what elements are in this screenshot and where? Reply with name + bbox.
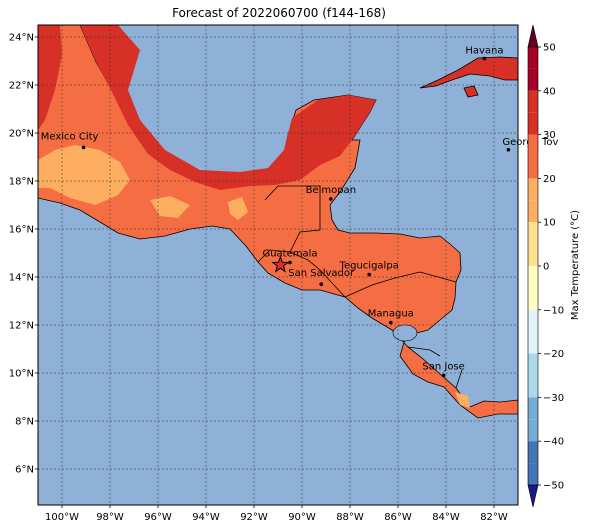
mild-patch-west [38, 145, 130, 205]
colorbar-tick-label: −30 [543, 393, 564, 404]
colorbar-block [528, 397, 538, 420]
city-dot [482, 56, 487, 61]
land-layer [38, 25, 518, 419]
colorbar-block [528, 200, 538, 223]
lat-tick-label: 18°N [9, 177, 34, 188]
city-label: Havana [465, 46, 503, 57]
colorbar-block [528, 134, 538, 157]
border-guatemala-honduras [289, 251, 346, 298]
lon-tick-label: 96°W [144, 512, 172, 523]
colorbar-block [528, 244, 538, 266]
lon-tick-label: 90°W [288, 512, 316, 523]
city-dot [329, 197, 333, 201]
border-honduras-nicaragua [344, 271, 457, 298]
colorbar-bottom-arrow [527, 484, 539, 508]
border-nicaragua-costarica [407, 346, 441, 357]
colorbar-label: Max Temperature (°C) [570, 210, 581, 320]
lon-tick-label: 92°W [240, 512, 268, 523]
colorbar-tick-label: −20 [543, 349, 564, 360]
colorbar-block [528, 178, 538, 201]
city-dot [506, 148, 511, 152]
lat-tick-label: 22°N [9, 81, 34, 92]
border-costarica-panama [455, 369, 463, 389]
city-label: Belmopan [306, 185, 356, 196]
colorbar-block [528, 441, 538, 464]
city-label: Mexico City [41, 131, 99, 142]
map-frame [37, 24, 519, 506]
city-dot [81, 145, 86, 150]
colorbar-ticks: 50 40 30 20 10 0 −10 −20 −30 −40 −50 [538, 43, 564, 492]
lat-tick-label: 6°N [15, 465, 34, 476]
colorbar-block [528, 68, 538, 91]
city-label: San Jose [422, 361, 464, 372]
lat-tick-label: 14°N [9, 273, 34, 284]
colorbar-tick-label: 50 [543, 43, 556, 54]
colorbar-block [528, 375, 538, 398]
colorbar-tick-label: −50 [543, 481, 564, 492]
city-dot [441, 373, 446, 378]
colorbar-tick-label: 40 [543, 86, 556, 97]
city-dot [288, 260, 292, 265]
colorbar-block [528, 156, 538, 179]
city-label: Tegucigalpa [339, 261, 399, 272]
colorbar-block [528, 112, 538, 135]
chart-title: Forecast of 2022060700 (f144-168) [172, 6, 386, 20]
lat-tick-label: 16°N [9, 225, 34, 236]
colorbar-block [528, 222, 538, 245]
colorbar-block [528, 353, 538, 376]
colorbar-tick-label: 30 [543, 130, 556, 141]
city-label: Managua [368, 309, 414, 320]
colorbar-block [528, 463, 538, 485]
border-mexico-guatemala [257, 185, 321, 263]
colorbar-block [528, 331, 538, 354]
lat-tick-label: 12°N [9, 321, 34, 332]
colorbar-block [528, 90, 538, 113]
cuba-land [419, 56, 518, 89]
colorbar-block [528, 266, 538, 288]
mild-patch-coast [150, 196, 190, 218]
colorbar-tick-label: 0 [543, 262, 549, 273]
lake-nicaragua [392, 324, 418, 342]
colorbar-block [528, 309, 538, 332]
hot-zone-west [38, 25, 62, 130]
colorbar-tick-label: −40 [543, 437, 564, 448]
lat-tick-label: 10°N [9, 369, 34, 380]
colorbar-block [528, 419, 538, 442]
lat-tick-label: 8°N [15, 417, 34, 428]
city-dot [319, 282, 324, 287]
hot-zone-north [60, 25, 376, 190]
colorbar-top-arrow [527, 24, 539, 48]
isla-juventud [463, 85, 479, 98]
star-marker [271, 255, 290, 273]
gridlines [38, 25, 518, 505]
city-label: Guatemala [262, 249, 317, 260]
lon-tick-label: 100°W [45, 512, 79, 523]
colorbar-block [528, 287, 538, 310]
lat-tick-label: 24°N [9, 33, 34, 44]
lon-tick-label: 94°W [192, 512, 220, 523]
lon-tick-label: 82°W [480, 512, 508, 523]
mild-patch-cr [455, 392, 470, 408]
lat-tick-label: 20°N [9, 129, 34, 140]
mild-patch-highland [228, 197, 248, 220]
colorbar-tick-label: 20 [543, 174, 556, 185]
colorbar-tick-label: 10 [543, 218, 556, 229]
lon-tick-label: 86°W [384, 512, 412, 523]
colorbar-blocks [527, 24, 539, 508]
city-label: San Salvador [288, 268, 355, 279]
axis-ticks: 100°W 98°W 96°W 94°W 92°W 90°W 88°W 86°W 84°W 82°… [9, 33, 508, 524]
city-dot [367, 272, 372, 277]
city-dot [389, 320, 393, 325]
colorbar-block [528, 47, 538, 69]
country-borders [257, 185, 463, 389]
lon-tick-label: 98°W [96, 512, 124, 523]
lon-tick-label: 88°W [336, 512, 364, 523]
lon-tick-label: 84°W [432, 512, 460, 523]
colorbar-tick-label: −10 [543, 305, 564, 316]
